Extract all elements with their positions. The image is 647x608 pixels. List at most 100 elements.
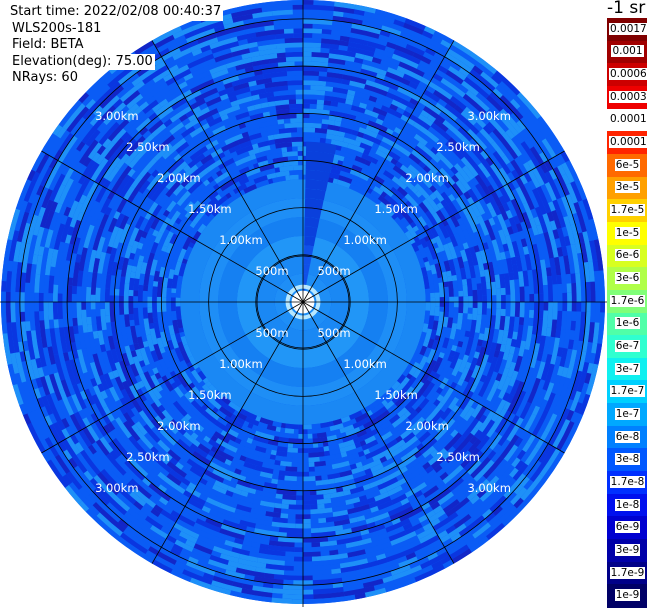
gate-cell bbox=[408, 506, 434, 523]
gate-cell bbox=[514, 286, 521, 302]
gate-cell bbox=[118, 295, 125, 315]
gate-cell bbox=[430, 264, 437, 275]
gate-cell bbox=[245, 179, 256, 188]
gate-cell bbox=[476, 131, 497, 154]
gate-cell bbox=[431, 560, 443, 570]
gate-cell bbox=[577, 392, 586, 404]
gate-cell bbox=[469, 138, 479, 148]
gate-cell bbox=[120, 388, 135, 410]
gate-cell bbox=[82, 483, 93, 495]
gate-cell bbox=[148, 458, 170, 477]
gate-cell bbox=[28, 192, 37, 204]
gate-cell bbox=[393, 189, 405, 201]
gate-cell bbox=[553, 395, 565, 416]
gate-cell bbox=[535, 397, 544, 408]
gate-cell bbox=[318, 525, 344, 533]
gate-cell bbox=[469, 69, 481, 79]
gate-cell bbox=[342, 112, 357, 121]
gate-cell bbox=[364, 587, 387, 598]
gate-cell bbox=[484, 219, 496, 241]
gate-cell bbox=[234, 129, 242, 136]
gate-cell bbox=[422, 430, 431, 439]
gate-cell bbox=[35, 255, 43, 275]
gate-cell bbox=[358, 34, 388, 47]
gate-cell bbox=[297, 443, 314, 449]
gate-cell bbox=[183, 72, 194, 82]
gate-cell bbox=[340, 451, 348, 458]
gate-cell bbox=[124, 438, 144, 460]
gate-cell bbox=[447, 317, 454, 329]
gate-cell bbox=[147, 546, 177, 565]
gate-cell bbox=[370, 146, 378, 154]
gate-cell bbox=[473, 231, 485, 252]
gate-cell bbox=[435, 434, 454, 453]
gate-cell bbox=[347, 503, 371, 515]
gate-cell bbox=[228, 526, 246, 536]
gate-cell bbox=[87, 142, 103, 160]
gate-cell bbox=[475, 405, 487, 421]
gate-cell bbox=[215, 449, 234, 462]
gate-cell bbox=[421, 564, 434, 574]
gate-cell bbox=[197, 193, 209, 204]
gate-cell bbox=[376, 171, 388, 181]
gate-cell bbox=[367, 120, 388, 133]
gate-cell bbox=[194, 131, 215, 146]
gate-cell bbox=[447, 241, 458, 260]
gate-cell bbox=[186, 130, 207, 146]
gate-cell bbox=[531, 360, 542, 378]
gate-cell bbox=[561, 367, 569, 378]
gate-cell bbox=[45, 448, 67, 477]
gate-cell bbox=[458, 290, 464, 297]
gate-cell bbox=[419, 469, 428, 479]
gate-cell bbox=[54, 203, 63, 214]
gate-cell bbox=[514, 279, 520, 288]
gate-cell bbox=[418, 331, 427, 346]
gate-cell bbox=[187, 498, 204, 510]
gate-cell bbox=[113, 242, 124, 263]
gate-cell bbox=[309, 113, 330, 120]
gate-cell bbox=[93, 474, 110, 493]
gate-cell bbox=[458, 415, 476, 436]
gate-cell bbox=[163, 130, 173, 140]
gate-cell bbox=[169, 469, 191, 487]
gate-cell bbox=[478, 447, 493, 464]
gate-cell bbox=[432, 511, 459, 531]
colorbar-label-text: 0.0006 bbox=[609, 68, 647, 81]
azimuth-spokes bbox=[0, 0, 609, 607]
gate-cell bbox=[189, 443, 208, 459]
gate-cell bbox=[474, 174, 491, 196]
gate-cell bbox=[174, 423, 187, 436]
gate-cell bbox=[82, 417, 100, 442]
gate-cell bbox=[164, 452, 173, 462]
gate-cell bbox=[570, 244, 580, 274]
gate-cell bbox=[180, 416, 197, 433]
gate-cell bbox=[276, 109, 290, 116]
gate-cell bbox=[303, 9, 334, 16]
gate-cell bbox=[341, 21, 353, 28]
gate-cell bbox=[193, 27, 205, 36]
gate-cell bbox=[350, 179, 357, 186]
gate-cell bbox=[209, 36, 238, 50]
gate-cell bbox=[447, 280, 454, 297]
gate-cell bbox=[482, 384, 493, 400]
gate-cell bbox=[439, 306, 445, 312]
gate-cell bbox=[33, 388, 42, 399]
gate-cell bbox=[201, 383, 215, 398]
gate-cell bbox=[418, 97, 442, 115]
gate-cell bbox=[292, 452, 309, 458]
gate-cell bbox=[428, 509, 446, 523]
gate-cell bbox=[480, 150, 489, 160]
gate-cell bbox=[398, 506, 424, 522]
gate-cell bbox=[500, 434, 520, 459]
gate-cell bbox=[254, 152, 262, 159]
gate-cell bbox=[404, 193, 419, 208]
gate-cell bbox=[588, 261, 595, 282]
gate-cell bbox=[382, 100, 392, 109]
gate-cell bbox=[529, 293, 535, 302]
gate-cell bbox=[443, 180, 452, 189]
gate-cell bbox=[126, 205, 140, 226]
gate-cell bbox=[285, 423, 299, 430]
gate-cell bbox=[451, 274, 458, 281]
gate-cell bbox=[388, 203, 399, 214]
colorbar-label-text: 1e-7 bbox=[614, 407, 641, 420]
